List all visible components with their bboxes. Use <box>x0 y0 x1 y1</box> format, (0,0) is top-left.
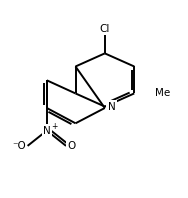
Text: +: + <box>52 122 58 131</box>
Text: N: N <box>43 126 51 136</box>
Text: Cl: Cl <box>100 24 110 34</box>
Text: O: O <box>67 141 76 151</box>
Text: ⁻O: ⁻O <box>12 141 26 151</box>
Text: N: N <box>108 102 115 111</box>
Text: Me: Me <box>155 89 170 98</box>
